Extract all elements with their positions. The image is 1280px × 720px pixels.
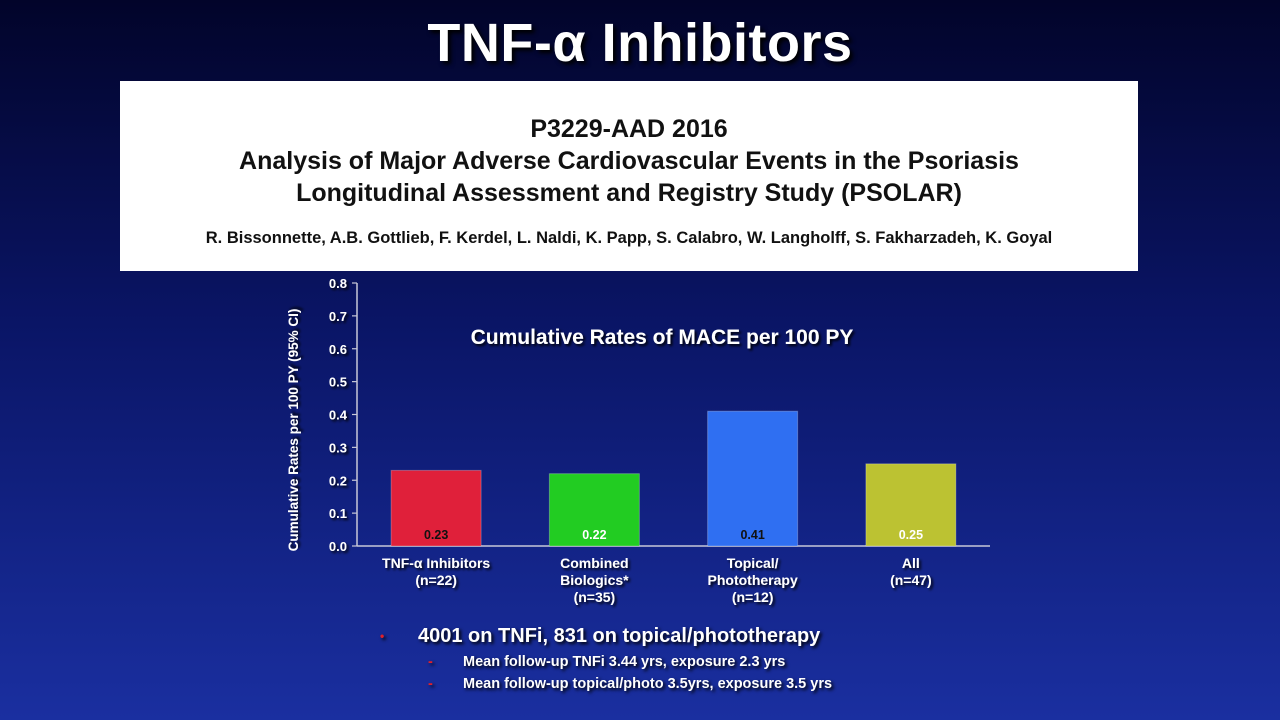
y-tick-label: 0.8 bbox=[329, 276, 347, 291]
x-category-label: (n=12) bbox=[732, 589, 774, 605]
bar-data-label: 0.23 bbox=[424, 528, 448, 542]
bar-data-label: 0.41 bbox=[740, 528, 764, 542]
bullet-sub-text-1: Mean follow-up TNFi 3.44 yrs, exposure 2… bbox=[463, 654, 786, 670]
x-category-label: Combined bbox=[560, 555, 628, 571]
y-tick-label: 0.3 bbox=[329, 440, 347, 455]
y-tick-label: 0.6 bbox=[329, 342, 347, 357]
y-tick-label: 0.0 bbox=[329, 539, 347, 554]
bullet-list: • 4001 on TNFi, 831 on topical/photother… bbox=[380, 625, 832, 692]
x-category-label: All bbox=[902, 555, 920, 571]
bar bbox=[707, 410, 799, 547]
x-category-label: (n=47) bbox=[890, 572, 932, 588]
y-tick-label: 0.1 bbox=[329, 506, 347, 521]
bar bbox=[390, 469, 482, 547]
study-title-line-1: Analysis of Major Adverse Cardiovascular… bbox=[239, 147, 1019, 175]
y-tick-label: 0.5 bbox=[329, 375, 347, 390]
study-title-line-2: Longitudinal Assessment and Registry Stu… bbox=[296, 179, 962, 207]
chart-title: Cumulative Rates of MACE per 100 PY bbox=[471, 326, 854, 349]
x-category-label: Topical/ bbox=[727, 555, 779, 571]
bullet-main-text: 4001 on TNFi, 831 on topical/phototherap… bbox=[418, 625, 821, 647]
bar bbox=[865, 463, 957, 547]
bar-data-label: 0.22 bbox=[582, 528, 606, 542]
dash-icon: - bbox=[428, 676, 433, 692]
x-category-label: Biologics* bbox=[560, 572, 629, 588]
y-tick-label: 0.7 bbox=[329, 309, 347, 324]
mace-bar-chart: Cumulative Rates of MACE per 100 PY Cumu… bbox=[286, 276, 990, 605]
bullet-sub-item-1: - Mean follow-up TNFi 3.44 yrs, exposure… bbox=[380, 654, 832, 670]
study-authors: R. Bissonnette, A.B. Gottlieb, F. Kerdel… bbox=[205, 229, 1053, 247]
bullet-sub-text-2: Mean follow-up topical/photo 3.5yrs, exp… bbox=[463, 676, 833, 692]
bar-data-label: 0.25 bbox=[899, 528, 923, 542]
bullet-item-main: • 4001 on TNFi, 831 on topical/photother… bbox=[380, 625, 832, 648]
y-axis-label: Cumulative Rates per 100 PY (95% CI) bbox=[286, 309, 301, 552]
y-tick-label: 0.4 bbox=[329, 408, 348, 423]
study-info-box: P3229-AAD 2016 Analysis of Major Adverse… bbox=[120, 81, 1138, 271]
y-tick-label: 0.2 bbox=[329, 473, 347, 488]
bar bbox=[548, 473, 640, 547]
dash-icon: - bbox=[428, 654, 433, 670]
x-category-label: TNF-α Inhibitors bbox=[382, 555, 490, 571]
x-category-label: (n=35) bbox=[574, 589, 616, 605]
bullet-icon: • bbox=[380, 629, 385, 643]
x-category-label: (n=22) bbox=[415, 572, 457, 588]
bullet-sub-item-2: - Mean follow-up topical/photo 3.5yrs, e… bbox=[380, 676, 832, 692]
study-code: P3229-AAD 2016 bbox=[530, 115, 728, 143]
x-category-label: Phototherapy bbox=[708, 572, 798, 588]
slide-title: TNF-α Inhibitors bbox=[427, 13, 853, 73]
